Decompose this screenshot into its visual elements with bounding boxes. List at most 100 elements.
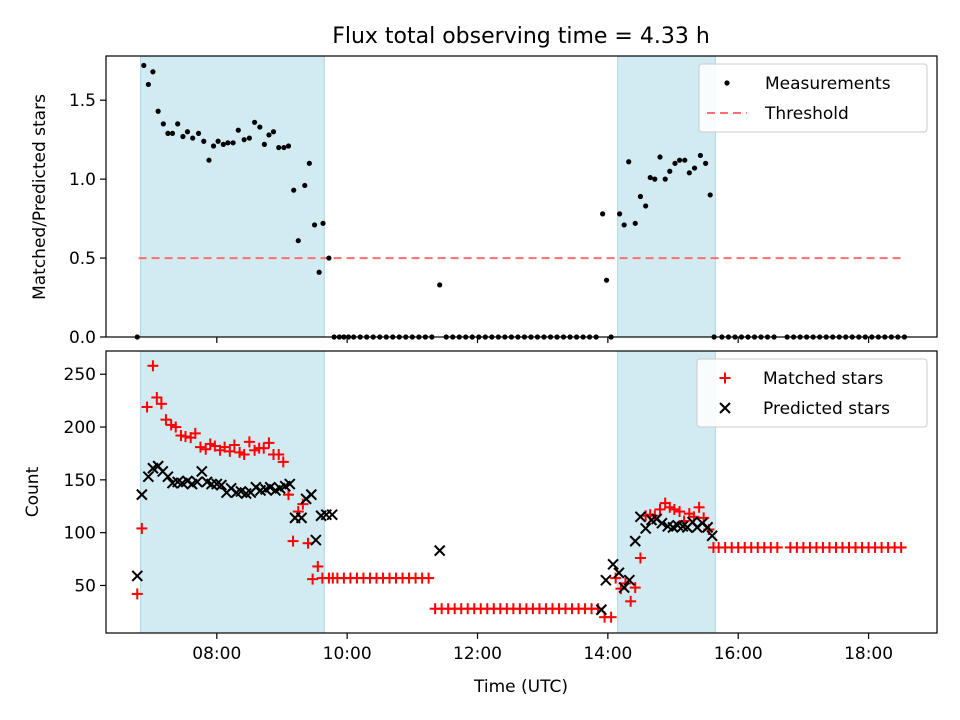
predicted-marker-b xyxy=(201,476,213,488)
y-tick-label-bottom: 250 xyxy=(64,365,96,385)
measurement-point xyxy=(184,129,191,135)
predicted-marker-b xyxy=(433,544,446,557)
measurement-point xyxy=(306,160,312,166)
x-tick-label: 16:00 xyxy=(714,644,763,664)
predicted-marker-b xyxy=(706,530,718,542)
measurement-point xyxy=(201,138,207,144)
predicted-star-point xyxy=(639,522,652,535)
measurement-point xyxy=(285,143,292,149)
predicted-star-point xyxy=(600,574,612,586)
predicted-star-point xyxy=(162,470,174,483)
measurement-point xyxy=(281,144,287,151)
y-tick-label-bottom: 50 xyxy=(74,576,96,596)
observing-span-top-0 xyxy=(140,55,325,338)
matched-star-point xyxy=(160,414,172,426)
measurement-point xyxy=(662,176,668,182)
measurement-point xyxy=(647,174,653,181)
predicted-star-point xyxy=(607,558,619,571)
measurement-point xyxy=(150,69,156,75)
measurement-point xyxy=(246,135,252,141)
legend-label: Matched stars xyxy=(763,369,883,389)
measurement-point xyxy=(621,222,627,228)
ratio-panel: 0.0 0.5 1.0 1.5 Measurements Threshold xyxy=(69,55,938,348)
measurement-point xyxy=(225,140,231,146)
measurement-point xyxy=(175,121,181,127)
predicted-star-point xyxy=(613,567,625,579)
matched-star-point xyxy=(131,588,143,600)
measurement-point xyxy=(652,176,658,182)
measurement-point xyxy=(697,152,704,159)
predicted-star-point xyxy=(629,535,641,547)
measurement-point xyxy=(691,165,698,171)
measurement-point xyxy=(437,282,443,288)
predicted-marker-b xyxy=(701,521,714,534)
matched-star-point xyxy=(625,595,637,607)
measurement-point xyxy=(311,222,318,228)
predicted-marker-b xyxy=(634,511,647,523)
predicted-star-point xyxy=(205,478,218,490)
measurement-point xyxy=(667,168,673,174)
measurement-point xyxy=(600,211,606,217)
measurement-point xyxy=(626,159,632,165)
count-panel: 50 100 150 200 250 08:00 10:00 12:00 14:00 16:00 1… xyxy=(64,350,938,664)
measurement-point xyxy=(235,127,241,133)
predicted-marker-b xyxy=(600,574,612,586)
measurement-point xyxy=(643,203,649,209)
matched-star-point xyxy=(693,501,705,513)
predicted-marker-b xyxy=(235,485,247,498)
measurement-point xyxy=(657,154,663,160)
predicted-star-point xyxy=(215,479,228,491)
matched-star-point xyxy=(895,541,907,553)
matched-star-point xyxy=(771,541,783,553)
legend-predicted-marker-b xyxy=(719,402,731,414)
measurement-point xyxy=(276,144,282,151)
measurement-point xyxy=(169,130,176,136)
matched-star-point xyxy=(674,506,686,518)
matched-star-point xyxy=(155,398,167,410)
measurement-point xyxy=(241,137,247,143)
predicted-marker-b xyxy=(618,581,630,594)
measurement-point xyxy=(210,143,217,149)
matched-star-point xyxy=(610,572,622,584)
measurement-point xyxy=(141,62,147,69)
legend-label: Measurements xyxy=(765,74,891,94)
measurement-point xyxy=(676,157,683,163)
predicted-marker-b xyxy=(156,465,169,478)
measurement-point xyxy=(252,119,258,125)
matched-star-point xyxy=(243,436,255,448)
predicted-star-point xyxy=(191,476,203,488)
legend-top: Measurements Threshold xyxy=(698,63,928,133)
matched-star-point xyxy=(654,503,666,515)
predicted-marker-b xyxy=(136,488,148,501)
x-tick-label: 18:00 xyxy=(844,644,893,664)
predicted-star-point xyxy=(310,534,322,546)
measurement-point xyxy=(672,160,678,166)
predicted-marker-b xyxy=(671,519,684,531)
matched-star-point xyxy=(238,449,250,461)
measurement-point xyxy=(270,129,277,135)
predicted-marker-b xyxy=(595,604,608,616)
legend-measurement-marker xyxy=(724,80,730,86)
predicted-marker-b xyxy=(326,509,338,521)
predicted-marker-b xyxy=(613,567,625,579)
matched-star-point xyxy=(263,437,275,449)
predicted-marker-b xyxy=(623,574,636,586)
predicted-star-point xyxy=(284,478,296,490)
predicted-marker-b xyxy=(677,520,689,533)
y-tick-label-bottom: 100 xyxy=(64,524,96,544)
matched-star-point xyxy=(605,611,617,623)
predicted-star-point xyxy=(623,574,636,586)
y-tick-label-top: 0.5 xyxy=(69,249,96,269)
legend-label: Predicted stars xyxy=(763,399,890,419)
measurement-point xyxy=(632,220,638,226)
y-axis-label-bottom: Count xyxy=(23,466,43,517)
measurement-point xyxy=(686,170,692,176)
chart-title: Flux total observing time = 4.33 h xyxy=(332,24,710,49)
y-axis-label-top: Matched/Predicted stars xyxy=(30,94,50,300)
measurement-point xyxy=(302,182,308,189)
y-tick-label-bottom: 150 xyxy=(64,471,96,491)
matched-star-point xyxy=(287,535,299,547)
plot-frame-bottom xyxy=(105,350,938,634)
predicted-star-point xyxy=(595,604,608,616)
